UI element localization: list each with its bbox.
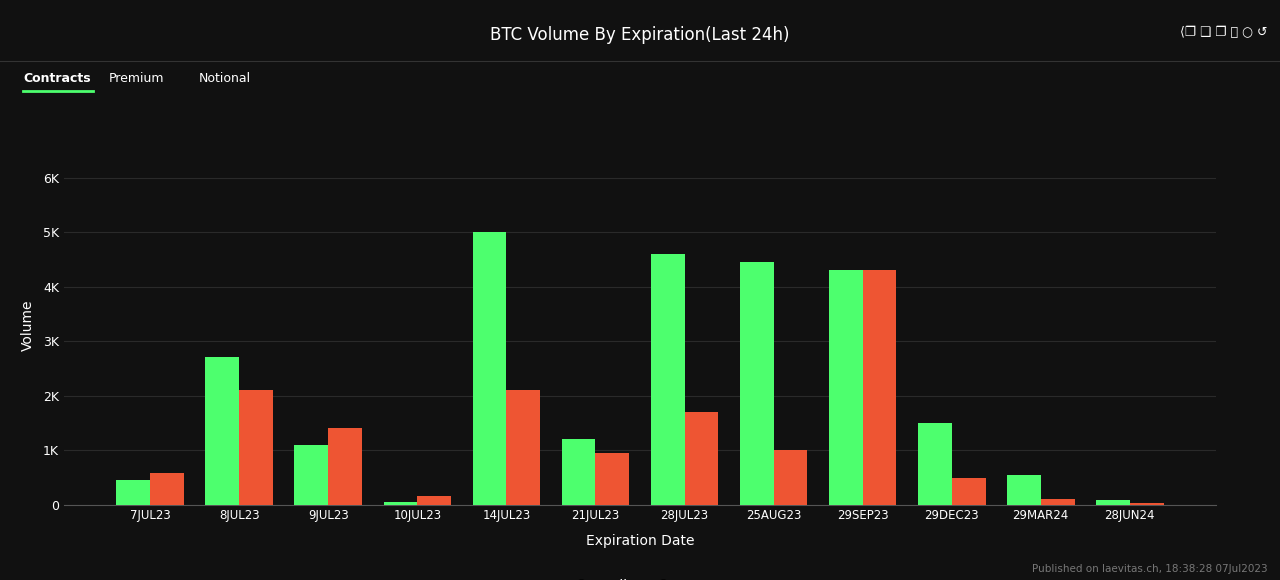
Bar [1130,503,1164,505]
Bar [150,473,184,505]
Bar [239,390,273,505]
Bar [918,423,952,505]
Bar [562,439,595,505]
Text: Premium: Premium [109,72,164,85]
Text: ⟨❐ ❑ ❐ ⛶ ○ ↺: ⟨❐ ❑ ❐ ⛶ ○ ↺ [1180,26,1267,38]
Text: Notional: Notional [198,72,251,85]
Bar [328,428,362,505]
Bar [384,502,417,505]
Bar [507,390,540,505]
Legend: Calls, Puts: Calls, Puts [562,573,718,580]
Bar [828,270,863,505]
Bar [952,478,986,505]
Bar [773,450,808,505]
Bar [472,232,507,505]
Text: Contracts: Contracts [23,72,91,85]
Bar [116,480,150,505]
Bar [595,453,630,505]
Bar [1041,499,1075,505]
Bar [685,412,718,505]
Bar [1007,474,1041,505]
Bar [650,254,685,505]
Text: BTC Volume By Expiration(Last 24h): BTC Volume By Expiration(Last 24h) [490,26,790,44]
Bar [205,357,239,505]
Bar [417,496,452,505]
Bar [1096,500,1130,505]
X-axis label: Expiration Date: Expiration Date [586,534,694,548]
Bar [740,262,773,505]
Bar [863,270,896,505]
Y-axis label: Volume: Volume [20,299,35,350]
Bar [294,445,328,505]
Text: Published on laevitas.ch, 18:38:28 07Jul2023: Published on laevitas.ch, 18:38:28 07Jul… [1032,564,1267,574]
